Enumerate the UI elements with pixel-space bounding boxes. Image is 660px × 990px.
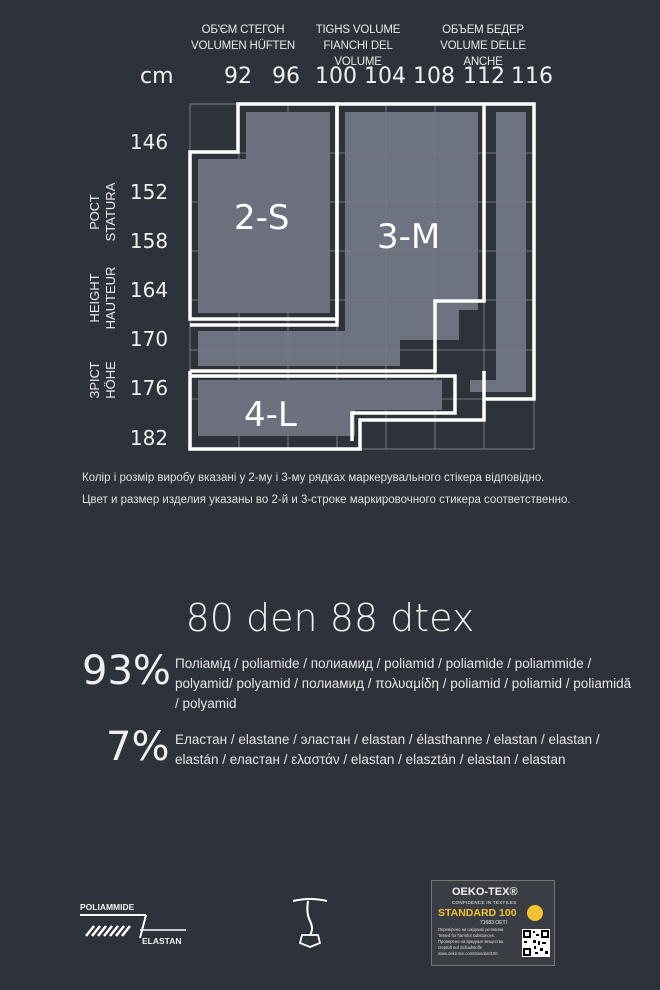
size-s-fill — [198, 112, 330, 313]
unit-label: cm — [140, 64, 174, 89]
size-l-inner-outline — [190, 374, 457, 441]
oeko-standard: STANDARD 100 — [438, 907, 517, 919]
height-value: 170 — [129, 327, 169, 351]
size-l-fill — [198, 380, 442, 436]
qr-code-icon — [522, 929, 550, 957]
hip-value: 104 — [364, 64, 406, 89]
tights-symbol-icon — [292, 898, 328, 948]
oeko-sub: CONFIDENCE IN TEXTILES — [452, 900, 517, 905]
height-value: 152 — [129, 180, 169, 204]
fiber-logo: POLIAMMIDE ELASTAN — [80, 902, 190, 952]
oeko-flower-icon — [527, 905, 543, 921]
header-de: VOLUMEN HÜFTEN — [191, 40, 295, 52]
oeko-note-ru: Проверено на вредные вещества. — [438, 939, 505, 944]
header-it: FIANCHI DEL VOLUME — [323, 40, 393, 68]
height-value: 182 — [129, 426, 169, 450]
size-outlines — [188, 102, 536, 451]
size-l-outline — [188, 371, 486, 451]
size-m-fill — [198, 112, 478, 366]
oeko-notes: Перевірено на шкідливі речовини. Tested … — [438, 927, 518, 957]
header-it2: VOLUME DELLE ANCHE — [440, 40, 526, 68]
oeko-note-en: Tested for harmful substances. — [438, 933, 496, 938]
oeko-tex-label: OEKO-TEX® CONFIDENCE IN TEXTILES STANDAR… — [431, 880, 555, 966]
height-value: 158 — [129, 229, 169, 253]
height-value: 146 — [129, 130, 169, 154]
hip-value: 108 — [413, 64, 455, 89]
fiber-top-label: POLIAMMIDE — [80, 902, 135, 912]
hip-value: 116 — [511, 64, 553, 89]
percent-elastane: 7% — [106, 724, 170, 770]
oeko-url: www.oeko-tex.com/standard100 — [438, 951, 498, 956]
header-hips-ua-de: ОБ'ЄМ СТЕГОН VOLUMEN HÜFTEN — [188, 22, 298, 54]
size-m-fill-right — [470, 112, 526, 392]
height-value: 164 — [129, 278, 169, 302]
size-m-outer-outline — [482, 102, 536, 401]
composition-elastane: Еластан / elastane / эластан / elastan /… — [175, 732, 600, 767]
hip-value: 96 — [272, 64, 300, 89]
height-value: 176 — [129, 376, 169, 400]
percent-polyamide: 93% — [82, 648, 171, 694]
size-label-l: 4-L — [244, 395, 297, 435]
composition-polyamide: Поліамід / poliamide / полиамид / poliam… — [175, 656, 632, 711]
density-label: 80 den 88 dtex — [185, 596, 475, 640]
oeko-note-ua: Перевірено на шкідливі речовини. — [438, 927, 505, 932]
hip-value: 112 — [463, 64, 505, 89]
size-label-m: 3-M — [377, 217, 440, 257]
fiber-bottom-label: ELASTAN — [142, 936, 182, 946]
header-hips-ru-it: ОБЪЕМ БЕДЕР VOLUME DELLE ANCHE — [420, 22, 546, 70]
header-ru: ОБЪЕМ БЕДЕР — [442, 24, 524, 36]
fiber-icon — [80, 914, 186, 939]
oeko-note-de: Geprüft auf Schadstoffe — [438, 945, 483, 950]
header-ua: ОБ'ЄМ СТЕГОН — [201, 24, 285, 36]
header-hips-en-it: TIGHS VOLUME FIANCHI DEL VOLUME — [300, 22, 416, 70]
hip-value: 100 — [315, 64, 357, 89]
note-ua: Колір і розмір виробу вказані у 2-му і 3… — [82, 472, 545, 484]
note-ru: Цвет и размер изделия указаны во 2-й и 3… — [82, 494, 571, 506]
hip-value: 92 — [224, 64, 252, 89]
size-label-s: 2-S — [234, 198, 289, 238]
oeko-code: 71683 OETI — [480, 920, 507, 926]
size-m-outline — [190, 102, 486, 373]
header-en: TIGHS VOLUME — [315, 24, 401, 36]
oeko-brand: OEKO-TEX® — [452, 886, 518, 898]
